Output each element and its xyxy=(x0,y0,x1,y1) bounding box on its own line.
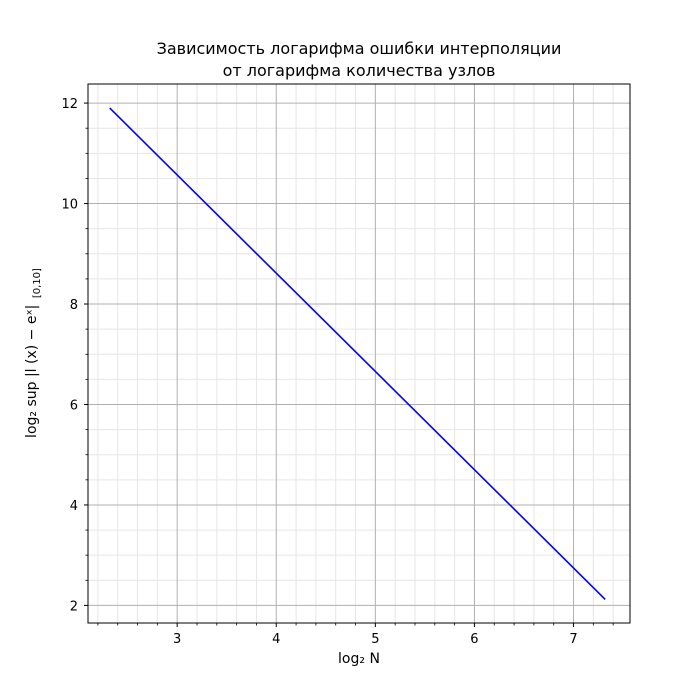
x-axis-label: log₂ N xyxy=(338,651,380,667)
y-axis-label: log₂ sup |l (x) − eˣ| [0,10] xyxy=(24,268,43,438)
x-tick-label: 7 xyxy=(569,632,577,647)
y-tick-label: 2 xyxy=(70,599,78,614)
series-group xyxy=(109,107,606,600)
y-tick-label: 4 xyxy=(70,499,78,514)
chart-title-line-2: от логарифма количества узлов xyxy=(222,61,496,80)
axis-ticks: 3 4 5 6 7 2 4 6 8 10 12 xyxy=(61,97,614,647)
plot-frame xyxy=(87,83,631,624)
x-tick-label: 5 xyxy=(371,632,379,647)
x-tick-label: 6 xyxy=(470,632,478,647)
y-axis-label-subscript: [0,10] xyxy=(32,268,43,299)
y-tick-label: 6 xyxy=(70,398,78,413)
y-axis-label-text: log₂ sup |l (x) − eˣ| xyxy=(24,304,40,438)
x-tick-label: 4 xyxy=(272,632,280,647)
chart-title-line-1: Зависимость логарифма ошибки интерполяци… xyxy=(156,39,562,58)
y-tick-label: 10 xyxy=(61,198,78,213)
minor-grid xyxy=(88,84,630,623)
series-line-0 xyxy=(109,107,606,600)
y-tick-label: 12 xyxy=(61,97,78,112)
x-tick-label: 3 xyxy=(173,632,181,647)
y-tick-label: 8 xyxy=(70,298,78,313)
major-grid xyxy=(88,84,630,623)
